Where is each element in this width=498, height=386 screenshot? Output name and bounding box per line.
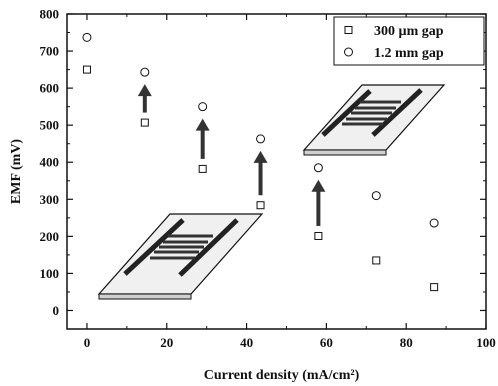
up-arrow	[311, 179, 326, 226]
legend-marker-square	[344, 26, 353, 34]
data-point-square	[256, 201, 265, 210]
data-point-square	[372, 256, 381, 265]
x-tick-label: 20	[160, 335, 173, 350]
data-point-square	[430, 283, 439, 292]
legend-label: 300 µm gap	[374, 24, 444, 39]
x-tick-label: 60	[320, 335, 333, 350]
data-point-circle	[82, 32, 92, 42]
up-arrow	[253, 150, 268, 196]
y-tick-label: 0	[53, 303, 60, 318]
up-arrow	[195, 118, 210, 159]
data-point-circle	[256, 134, 266, 144]
data-point-square	[198, 164, 207, 173]
y-tick-label: 200	[40, 229, 60, 244]
x-tick-label: 100	[476, 335, 496, 350]
y-tick-label: 500	[40, 118, 60, 133]
inset-diagram-large-gap	[302, 84, 446, 156]
up-arrow-head	[253, 150, 268, 163]
up-arrow-head	[311, 179, 326, 192]
data-point-circle	[198, 102, 208, 112]
x-axis-title: Current density (mA/cm²)	[204, 368, 360, 383]
y-tick-label: 800	[40, 7, 60, 22]
x-tick-label: 40	[240, 335, 253, 350]
y-tick-label: 300	[40, 192, 60, 207]
y-tick-label: 600	[40, 81, 60, 96]
y-tick-label: 700	[40, 44, 60, 59]
data-point-circle	[371, 191, 381, 201]
y-tick-label: 400	[40, 155, 60, 170]
legend-marker-circle	[344, 47, 353, 57]
data-point-circle	[429, 218, 439, 228]
data-point-square	[82, 65, 91, 74]
data-point-square	[140, 118, 149, 127]
data-point-circle	[140, 67, 150, 77]
x-tick-label: 80	[400, 335, 413, 350]
inset-diagram-small-gap	[97, 213, 264, 300]
legend-label: 1.2 mm gap	[374, 46, 444, 61]
y-tick-label: 100	[40, 266, 60, 281]
legend-box	[333, 16, 485, 66]
legend: 300 µm gap 1.2 mm gap	[333, 16, 485, 66]
x-tick-label: 0	[84, 335, 91, 350]
plot-frame	[66, 13, 487, 330]
y-axis-title: EMF (mV)	[9, 139, 24, 205]
data-point-circle	[313, 163, 323, 173]
up-arrow-head	[195, 118, 210, 131]
up-arrow	[137, 84, 152, 113]
up-arrow-head	[137, 84, 152, 97]
data-point-square	[314, 231, 323, 240]
